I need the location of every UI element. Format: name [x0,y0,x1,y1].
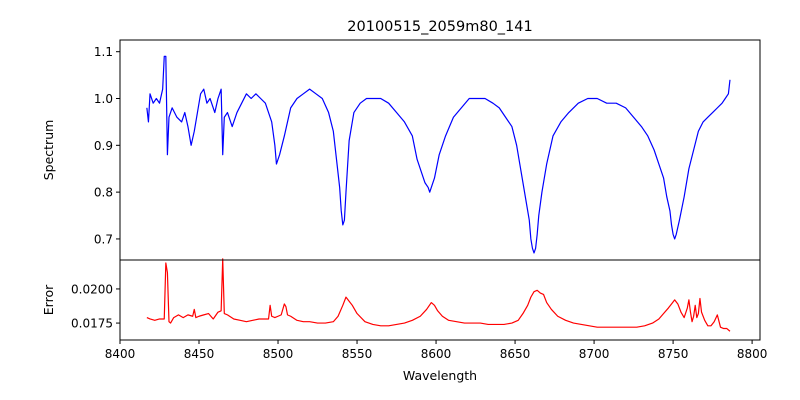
spectrum-series-line [146,55,731,254]
spectrum-y-tick-label: 0.8 [94,186,113,200]
chart-marks-layer: 0.7 0.8 0.9 1.0 1.1 0.0175 0.0200 8400 8450 8500 8… [71,39,768,361]
spectrum-y-tick-label: 1.1 [94,45,113,59]
spectrum-y-tick-label: 0.9 [94,139,113,153]
spectrum-y-tick-label: 0.7 [94,232,113,246]
error-y-axis-label: Error [41,284,56,315]
x-tick-label: 8750 [658,347,689,361]
spectrum-y-tick-label: 1.0 [94,92,113,106]
chart-title: 20100515_2059m80_141 [347,19,532,35]
error-axes-frame [119,259,761,341]
x-tick-label: 8400 [105,347,136,361]
error-y-tick-label: 0.0200 [71,282,113,296]
spectrum-y-axis-label: Spectrum [41,120,56,181]
x-tick-label: 8800 [737,347,768,361]
error-y-tick-label: 0.0175 [71,317,113,331]
x-tick-label: 8650 [500,347,531,361]
x-tick-label: 8600 [421,347,452,361]
x-tick-label: 8700 [579,347,610,361]
spectrum-axes-frame [119,39,761,261]
x-tick-label: 8550 [342,347,373,361]
error-series-line [146,258,731,332]
x-tick-label: 8450 [184,347,215,361]
x-tick-label: 8500 [263,347,294,361]
x-axis-label: Wavelength [403,368,477,383]
